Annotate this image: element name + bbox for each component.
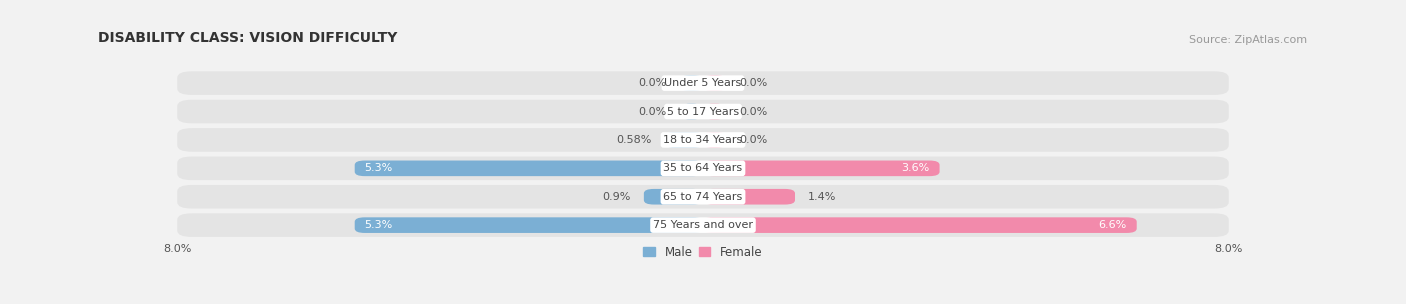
Text: 1.4%: 1.4% [808, 192, 837, 202]
Legend: Male, Female: Male, Female [644, 246, 762, 259]
Text: 75 Years and over: 75 Years and over [652, 220, 754, 230]
FancyBboxPatch shape [354, 217, 703, 233]
Text: 6.6%: 6.6% [1098, 220, 1126, 230]
Text: 8.0%: 8.0% [1215, 244, 1243, 254]
FancyBboxPatch shape [703, 132, 725, 148]
Text: 0.0%: 0.0% [740, 78, 768, 88]
FancyBboxPatch shape [177, 128, 1229, 152]
FancyBboxPatch shape [681, 104, 703, 119]
Text: 0.0%: 0.0% [740, 135, 768, 145]
Text: DISABILITY CLASS: VISION DIFFICULTY: DISABILITY CLASS: VISION DIFFICULTY [98, 31, 398, 45]
Text: Source: ZipAtlas.com: Source: ZipAtlas.com [1189, 35, 1308, 45]
Text: Under 5 Years: Under 5 Years [665, 78, 741, 88]
FancyBboxPatch shape [177, 157, 1229, 180]
FancyBboxPatch shape [703, 217, 1136, 233]
FancyBboxPatch shape [354, 161, 703, 176]
Text: 5.3%: 5.3% [364, 163, 392, 173]
Text: 65 to 74 Years: 65 to 74 Years [664, 192, 742, 202]
FancyBboxPatch shape [644, 189, 703, 205]
FancyBboxPatch shape [681, 75, 703, 91]
FancyBboxPatch shape [665, 132, 703, 148]
Text: 18 to 34 Years: 18 to 34 Years [664, 135, 742, 145]
Text: 0.0%: 0.0% [740, 106, 768, 116]
Text: 5.3%: 5.3% [364, 220, 392, 230]
FancyBboxPatch shape [703, 75, 725, 91]
FancyBboxPatch shape [177, 213, 1229, 237]
FancyBboxPatch shape [703, 189, 794, 205]
Text: 0.58%: 0.58% [616, 135, 652, 145]
Text: 0.0%: 0.0% [638, 78, 666, 88]
Text: 8.0%: 8.0% [163, 244, 191, 254]
FancyBboxPatch shape [703, 104, 725, 119]
FancyBboxPatch shape [703, 161, 939, 176]
Text: 0.9%: 0.9% [602, 192, 631, 202]
FancyBboxPatch shape [177, 100, 1229, 123]
Text: 3.6%: 3.6% [901, 163, 929, 173]
Text: 5 to 17 Years: 5 to 17 Years [666, 106, 740, 116]
Text: 0.0%: 0.0% [638, 106, 666, 116]
FancyBboxPatch shape [177, 185, 1229, 209]
FancyBboxPatch shape [177, 71, 1229, 95]
Text: 35 to 64 Years: 35 to 64 Years [664, 163, 742, 173]
